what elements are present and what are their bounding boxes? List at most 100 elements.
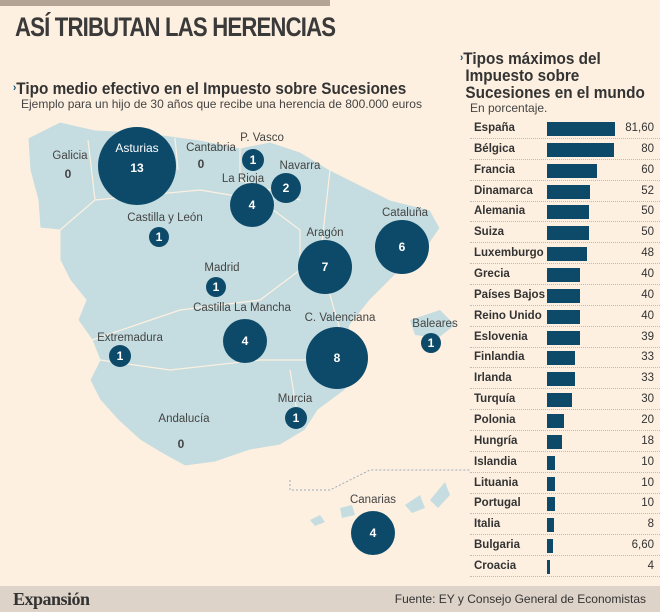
value-label: 60 [641, 163, 654, 176]
expansion-logo: Expansión [13, 589, 90, 609]
region-circle[interactable]: 1 [206, 277, 226, 297]
country-label: Croacia [474, 560, 517, 573]
country-label: Finlandia [474, 351, 525, 364]
region-circle[interactable]: 4 [230, 183, 274, 227]
bar [547, 372, 575, 387]
caret-icon: › [13, 82, 17, 94]
region-label: Cataluña [381, 207, 429, 219]
region-circle[interactable]: 2 [271, 173, 301, 203]
bar [547, 330, 580, 345]
value-label: 81,60 [625, 122, 654, 134]
country-label: Bélgica [474, 142, 515, 155]
country-label: Suiza [474, 226, 505, 239]
country-label: España [474, 122, 515, 134]
region-circle[interactable]: 1 [421, 333, 441, 353]
value-label: 40 [641, 268, 654, 281]
value-label: 50 [641, 226, 654, 239]
canarias-shape [310, 482, 450, 526]
region-label: Murcia [277, 393, 313, 405]
region-circle[interactable]: 4 [223, 319, 267, 363]
region-label: Galicia [52, 150, 88, 162]
row-divider [470, 513, 660, 515]
bar [547, 184, 591, 199]
bar [547, 414, 564, 429]
region-circle[interactable]: 7 [298, 240, 352, 294]
bar [547, 393, 572, 408]
row-divider [470, 534, 660, 536]
bar-row: Bulgaria 6,60 [470, 536, 660, 557]
country-label: Grecia [474, 268, 510, 281]
bar-row: Hungría 18 [470, 432, 660, 452]
country-label: Lituania [474, 476, 519, 489]
country-label: Bulgaria [474, 539, 521, 552]
row-divider [470, 200, 660, 202]
region-circle[interactable]: 1 [109, 345, 131, 367]
bar-row: Alemania 50 [470, 202, 660, 223]
row-divider [470, 284, 660, 286]
region-circle[interactable]: 8 [306, 327, 368, 389]
bar-row: Polonia 20 [470, 411, 660, 432]
row-divider [470, 450, 660, 452]
region-label: Extremadura [97, 332, 163, 344]
top-bar [0, 0, 330, 6]
country-label: Alemania [474, 205, 526, 218]
region-label: P. Vasco [240, 132, 284, 144]
bar-row: Países Bajos 40 [470, 286, 660, 306]
bar-row: Eslovenia 39 [470, 328, 660, 348]
bar-row: Italia 8 [470, 515, 660, 536]
bar [547, 476, 556, 491]
map-title: ›Tipo medio efectivo en el Impuesto sobr… [13, 79, 407, 98]
bar-row: Portugal 10 [470, 494, 660, 515]
region-label: La Rioja [221, 173, 265, 185]
region-circle[interactable]: 6 [375, 220, 429, 274]
footer: Expansión Fuente: EY y Consejo General d… [0, 586, 660, 612]
region-value: 0 [197, 157, 205, 171]
region-circle[interactable]: 1 [149, 227, 169, 247]
baleares-shape [410, 310, 455, 338]
country-label: Irlanda [474, 372, 512, 385]
bar [547, 497, 556, 512]
value-label: 52 [641, 184, 654, 197]
value-label: 4 [647, 560, 654, 573]
country-label: Portugal [474, 497, 521, 510]
region-label: Aragón [306, 227, 344, 239]
bar [547, 288, 581, 303]
value-label: 18 [641, 434, 654, 447]
value-label: 10 [641, 497, 654, 510]
region-label: Madrid [204, 262, 240, 274]
world-subtitle: En porcentaje. [470, 101, 548, 115]
bar [547, 268, 581, 283]
canarias-inset-border [289, 469, 470, 491]
bar-row: Croacia 4 [470, 557, 660, 578]
region-label: Castilla y León [127, 212, 203, 224]
bar-row: Francia 60 [470, 161, 660, 181]
bar-row: Bélgica 80 [470, 140, 660, 160]
source-note: Fuente: EY y Consejo General de Economis… [394, 592, 646, 606]
value-label: 30 [641, 393, 654, 406]
row-divider [470, 555, 660, 557]
region-circle[interactable]: 1 [242, 149, 264, 171]
row-divider [470, 409, 660, 411]
value-label: 50 [641, 205, 654, 218]
bar-row: España 81,60 [470, 119, 660, 139]
region-circle[interactable]: 4 [351, 511, 395, 555]
value-label: 48 [641, 247, 654, 260]
region-label: Canarias [349, 494, 397, 506]
bar-row: Finlandia 33 [470, 348, 660, 369]
region-circle-asturias[interactable]: Asturias 13 [98, 127, 176, 205]
page-title: ASÍ TRIBUTAN LAS HERENCIAS [15, 12, 336, 42]
row-divider [470, 471, 660, 473]
bar [547, 122, 615, 136]
region-circle[interactable]: 1 [285, 407, 307, 429]
country-label: Francia [474, 163, 515, 176]
value-label: 40 [641, 309, 654, 322]
region-value: 0 [177, 437, 185, 451]
row-divider [470, 263, 660, 265]
bar [547, 434, 562, 449]
country-label: Países Bajos [474, 288, 545, 301]
region-label: Baleares [412, 318, 458, 330]
bar-row: Suiza 50 [470, 223, 660, 244]
country-label: Polonia [474, 414, 516, 427]
bar [547, 539, 553, 554]
value-label: 40 [641, 288, 654, 301]
